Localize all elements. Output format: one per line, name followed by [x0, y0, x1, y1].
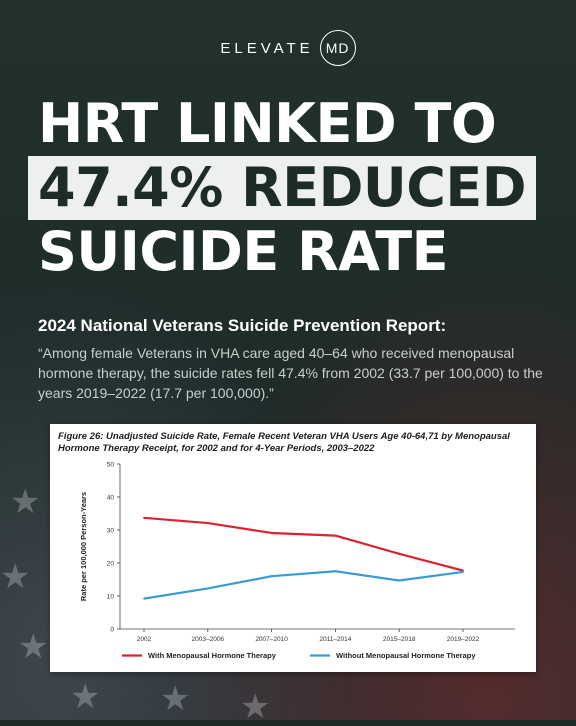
headline-line-2-highlight: 47.4% REDUCED	[28, 156, 537, 220]
y-tick-label: 50	[107, 461, 115, 468]
brand-logo: ELEVATE MD	[0, 30, 576, 66]
data-point	[270, 575, 273, 578]
data-point	[143, 597, 145, 600]
data-point	[398, 552, 401, 555]
y-tick-label: 40	[107, 494, 115, 501]
headline-line-3: SUICIDE RATE	[38, 220, 448, 283]
flag-star-icon: ★	[18, 628, 49, 666]
line-chart: 0 10 20 30 40 50 2002 2003–2006 2007–2010 2011–20…	[79, 461, 515, 660]
flag-star-icon: ★	[240, 688, 271, 726]
y-tick-label: 30	[107, 527, 115, 534]
report-quote: “Among female Veterans in VHA care aged …	[38, 345, 543, 401]
data-point	[334, 534, 337, 537]
flag-star-icon: ★	[10, 483, 41, 521]
y-tick-label: 10	[107, 593, 115, 600]
series-line-2	[143, 570, 464, 600]
flag-star-icon: ★	[0, 558, 31, 596]
data-point	[270, 532, 273, 534]
report-subhead: 2024 National Veterans Suicide Preventio…	[38, 316, 447, 335]
data-point	[398, 579, 401, 582]
y-axis-label: Rate per 100,000 Person-Years	[79, 492, 88, 601]
flag-star-icon: ★	[70, 678, 101, 716]
x-tick-label: 2002	[137, 636, 152, 643]
series-line-1	[143, 516, 464, 572]
headline: HRT LINKED TO 47.4% REDUCED SUICIDE RATE	[28, 92, 537, 284]
data-point	[334, 570, 337, 573]
legend-label: Without Menopausal Hormone Therapy	[336, 651, 476, 660]
y-tick-label: 20	[107, 560, 115, 567]
x-tick-label: 2019–2022	[447, 636, 480, 643]
x-tick-label: 2003–2006	[192, 636, 225, 643]
chart-card: Figure 26: Unadjusted Suicide Rate, Fema…	[50, 424, 536, 672]
x-tick-label: 2015–2018	[383, 636, 416, 643]
flag-star-icon: ★	[160, 680, 191, 718]
data-point	[206, 522, 209, 524]
brand-mark: MD	[319, 30, 356, 66]
data-point	[143, 516, 145, 519]
brand-name: ELEVATE	[220, 39, 314, 57]
y-tick-label: 0	[110, 626, 114, 633]
data-point	[462, 571, 464, 573]
data-point	[206, 587, 209, 590]
x-tick-label: 2011–2014	[319, 636, 351, 643]
x-tick-label: 2007–2010	[255, 636, 288, 643]
chart-title: Figure 26: Unadjusted Suicide Rate, Fema…	[58, 431, 510, 454]
legend-label: With Menopausal Hormone Therapy	[148, 651, 277, 660]
headline-line-1: HRT LINKED TO	[38, 92, 497, 155]
